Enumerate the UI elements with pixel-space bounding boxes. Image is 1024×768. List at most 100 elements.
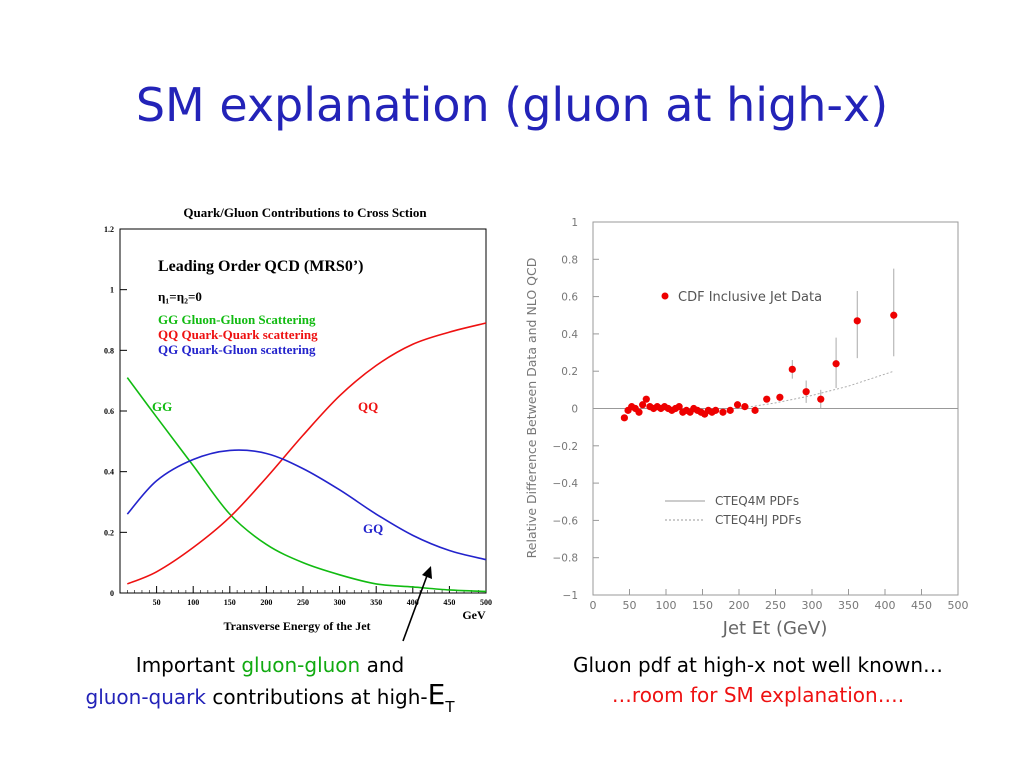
caption-text: and [360, 653, 405, 677]
data-point [763, 395, 771, 403]
y-tick-label: −1 [563, 590, 578, 602]
legend-qg: QG Quark-Gluon scattering [158, 342, 316, 357]
x-tick-label: 300 [334, 598, 346, 607]
x-tick-label: 300 [802, 599, 823, 612]
y-tick-label: 1.2 [104, 225, 114, 234]
data-point [726, 406, 734, 414]
chart-background [518, 212, 972, 644]
caption-et-symbol: E [427, 678, 446, 711]
caption-text: contributions at high- [206, 685, 428, 709]
y-tick-label: 0.4 [561, 329, 578, 341]
data-point [639, 401, 647, 409]
x-tick-label: 500 [948, 599, 969, 612]
data-point [802, 388, 810, 396]
y-tick-label: −0.8 [553, 553, 579, 565]
data-point [635, 408, 643, 416]
qcd-contributions-chart: Quark/Gluon Contributions to Cross Sctio… [92, 192, 502, 638]
caption-text: Important [135, 653, 242, 677]
x-tick-label: 200 [260, 598, 272, 607]
caption-right-line1: Gluon pdf at high-x not well known… [572, 653, 944, 677]
y-tick-label: −0.2 [553, 441, 579, 453]
slide-title: SM explanation (gluon at high-x) [135, 78, 889, 132]
axis-ticks: 0 50 100 150 200 250 300 350 400 450 500 −1 −0.8 −0.6… [553, 217, 969, 612]
x-tick-label: 150 [692, 599, 713, 612]
data-point [712, 406, 720, 414]
x-tick-label: 50 [153, 598, 161, 607]
x-tick-label: 450 [443, 598, 455, 607]
curve-label-gg: GG [152, 399, 172, 414]
legend-points: CDF Inclusive Jet Data [678, 290, 822, 305]
x-tick-label: 100 [187, 598, 199, 607]
data-point [733, 401, 742, 409]
data-point [890, 311, 898, 319]
data-points [620, 268, 898, 422]
curves [126, 322, 487, 593]
x-tick-label: 400 [407, 598, 419, 607]
legend-qq: QQ Quark-Quark scattering [158, 327, 318, 342]
caption-left: Important gluon-gluon and gluon-quark co… [20, 650, 520, 717]
x-tick-label: 0 [590, 599, 597, 612]
y-tick-label: −0.4 [553, 478, 579, 490]
curve-label-qq: QQ [358, 399, 378, 414]
caption-gluon-quark: gluon-quark [85, 685, 207, 709]
legend-marker-points [661, 292, 669, 300]
x-tick-label: 350 [838, 599, 859, 612]
y-tick-label: 0.2 [561, 366, 578, 378]
data-point [832, 360, 840, 368]
x-tick-label: 450 [911, 599, 932, 612]
y-tick-label: 0.6 [561, 292, 578, 304]
data-point [788, 365, 796, 373]
legend-solid: CTEQ4M PDFs [715, 494, 799, 508]
axis-ticks: 50 100 150 200 250 300 350 400 450 500 0 0.2 0.4 0.6 0… [104, 225, 492, 607]
x-tick-label: 250 [297, 598, 309, 607]
caption-left-line2: gluon-quark contributions at high-ET [20, 678, 520, 717]
legend-dashed: CTEQ4HJ PDFs [715, 513, 801, 527]
x-tick-label: 200 [729, 599, 750, 612]
caption-gluon-gluon: gluon-gluon [241, 653, 361, 677]
data-point [741, 403, 749, 411]
cteq4hj-line [738, 370, 894, 409]
caption-right: Gluon pdf at high-x not well known… …roo… [508, 650, 1008, 710]
curve-label-gq: GQ [363, 521, 383, 536]
data-point [642, 395, 650, 403]
y-tick-label: 0.8 [104, 346, 114, 355]
legend-gg: GG Gluon-Gluon Scattering [158, 312, 316, 327]
x-tick-label: 400 [875, 599, 896, 612]
x-axis-unit: GeV [462, 608, 486, 622]
data-point [751, 406, 759, 414]
x-axis-label: Jet Et (GeV) [722, 618, 828, 639]
y-tick-label: 1 [571, 217, 578, 229]
data-point [719, 408, 727, 416]
caption-left-line1: Important gluon-gluon and [20, 650, 520, 680]
caption-et-subscript: T [445, 698, 455, 716]
x-tick-label: 250 [765, 599, 786, 612]
data-point [853, 317, 861, 325]
x-axis-label: Transverse Energy of the Jet [223, 619, 370, 633]
x-tick-label: 500 [480, 598, 492, 607]
data-point [620, 414, 628, 422]
series-line-gg [126, 377, 487, 593]
chart-background [92, 192, 502, 638]
x-tick-label: 100 [656, 599, 677, 612]
data-point [675, 403, 683, 411]
chart-heading: Leading Order QCD (MRS0’) [158, 258, 363, 275]
series-line-qg [126, 449, 487, 561]
y-tick-label: 0.2 [104, 528, 114, 537]
chart-title: Quark/Gluon Contributions to Cross Sctio… [183, 205, 427, 220]
y-axis-label: Relative Difference Between Data and NLO… [524, 258, 539, 559]
data-point [817, 395, 825, 403]
y-tick-label: 0 [110, 589, 114, 598]
caption-right-line2: …room for SM explanation…. [611, 683, 905, 707]
cdf-jet-data-chart: 0 50 100 150 200 250 300 350 400 450 500 −1 −0.8 −0.6… [518, 212, 972, 644]
x-tick-label: 150 [224, 598, 236, 607]
x-tick-label: 350 [370, 598, 382, 607]
y-tick-label: 0.4 [104, 468, 114, 477]
pointer-arrow [402, 566, 432, 642]
x-tick-label: 50 [623, 599, 637, 612]
y-tick-label: 0.8 [561, 254, 578, 266]
data-point [776, 393, 784, 401]
y-tick-label: 1 [110, 286, 114, 295]
y-tick-label: 0 [571, 404, 578, 416]
eta-label: η₁=η₂=0 [158, 289, 202, 304]
y-tick-label: 0.6 [104, 407, 114, 416]
